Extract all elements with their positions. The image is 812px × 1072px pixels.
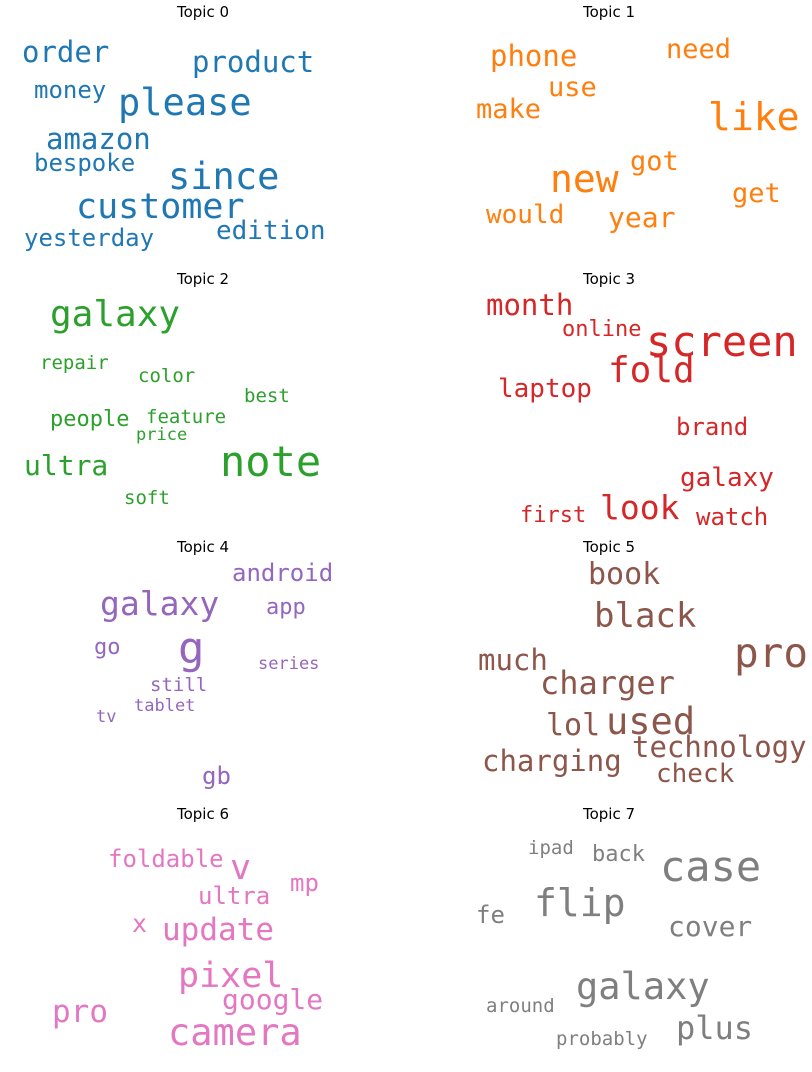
- cloud-word: money: [34, 76, 107, 104]
- cloud-word: price: [136, 425, 188, 445]
- topic-panel-2: Topic 2 galaxy repair color best feature peopl…: [0, 267, 406, 534]
- cloud-word: go: [94, 635, 121, 660]
- cloud-word: galaxy: [576, 965, 710, 1008]
- topic-title: Topic 7: [582, 805, 636, 823]
- cloud-word: camera: [168, 1011, 302, 1054]
- cloud-word: app: [266, 595, 306, 620]
- cloud-word: new: [550, 157, 619, 201]
- cloud-word: people: [50, 407, 130, 432]
- cloud-word: feature: [146, 406, 227, 428]
- cloud-word: plus: [676, 1009, 754, 1047]
- cloud-word: edition: [216, 216, 326, 246]
- cloud-word: since: [168, 155, 280, 198]
- cloud-word: screen: [646, 317, 798, 366]
- cloud-word: g: [178, 623, 205, 674]
- cloud-word: color: [138, 365, 196, 387]
- cloud-word: google: [222, 983, 324, 1016]
- cloud-word: x: [132, 909, 148, 938]
- cloud-word: black: [594, 596, 697, 636]
- topic-title: Topic 3: [582, 270, 636, 288]
- cloud-word: customer: [76, 187, 245, 227]
- cloud-word: order: [22, 35, 110, 69]
- topic-panel-3: Topic 3 month online screen fold laptop brand g…: [406, 267, 812, 534]
- cloud-word: tablet: [134, 696, 196, 716]
- cloud-word: still: [150, 674, 208, 696]
- cloud-word: note: [220, 437, 322, 486]
- cloud-word: brand: [676, 413, 749, 441]
- cloud-word: need: [666, 34, 732, 65]
- cloud-word: laptop: [498, 374, 592, 404]
- cloud-word: pro: [52, 994, 108, 1030]
- cloud-word: best: [244, 385, 290, 407]
- cloud-word: fold: [608, 350, 695, 391]
- topic-title: Topic 5: [582, 538, 636, 556]
- topic-panel-0: Topic 0 order product money please amazon besp…: [0, 0, 406, 267]
- cloud-word: galaxy: [50, 294, 181, 335]
- cloud-word: watch: [696, 503, 769, 531]
- topic-title: Topic 0: [176, 3, 230, 21]
- cloud-word: back: [592, 842, 645, 867]
- cloud-word: lol: [546, 708, 601, 743]
- cloud-word: cover: [668, 910, 753, 943]
- cloud-word: year: [608, 201, 676, 234]
- cloud-word: galaxy: [680, 463, 774, 493]
- cloud-word: repair: [40, 352, 109, 374]
- cloud-word: soft: [124, 487, 170, 509]
- cloud-word: amazon: [46, 122, 151, 156]
- cloud-word: make: [476, 94, 542, 125]
- topic-title: Topic 1: [582, 3, 636, 21]
- cloud-word: charger: [540, 664, 675, 702]
- topic-panel-4: Topic 4 android galaxy app g go series still tab…: [0, 535, 406, 802]
- topic-panel-7: Topic 7 ipad back case fe flip cover galaxy arou…: [406, 802, 812, 1069]
- cloud-word: bespoke: [34, 149, 136, 177]
- cloud-word: v: [230, 848, 252, 888]
- cloud-word: please: [118, 81, 252, 124]
- cloud-word: first: [520, 503, 587, 528]
- topic-title: Topic 6: [176, 805, 230, 823]
- cloud-word: used: [606, 700, 696, 743]
- topic-title: Topic 4: [176, 538, 230, 556]
- cloud-word: pixel: [178, 956, 284, 996]
- cloud-word: android: [232, 559, 334, 587]
- cloud-word: much: [478, 643, 548, 677]
- cloud-word: would: [486, 200, 565, 230]
- cloud-word: around: [486, 995, 555, 1017]
- cloud-word: charging: [482, 744, 622, 778]
- cloud-word: yesterday: [24, 224, 155, 252]
- cloud-word: pro: [734, 629, 809, 677]
- cloud-word: ultra: [198, 882, 271, 910]
- cloud-word: get: [732, 178, 781, 209]
- cloud-word: book: [588, 557, 661, 592]
- cloud-word: phone: [490, 39, 578, 73]
- topic-panel-5: Topic 5 book black pro much charger used lol tec…: [406, 535, 812, 802]
- cloud-word: use: [548, 72, 597, 103]
- cloud-word: probably: [556, 1028, 648, 1050]
- cloud-word: galaxy: [100, 584, 220, 623]
- cloud-word: month: [486, 288, 574, 322]
- cloud-word: fe: [476, 901, 505, 929]
- cloud-word: ipad: [528, 837, 574, 859]
- cloud-word: ultra: [24, 449, 109, 482]
- topic-title: Topic 2: [176, 270, 230, 288]
- cloud-word: gb: [202, 762, 231, 790]
- cloud-word: foldable: [108, 845, 224, 873]
- cloud-word: case: [660, 842, 762, 891]
- cloud-word: tv: [96, 707, 117, 727]
- cloud-word: product: [192, 45, 315, 79]
- cloud-word: update: [162, 912, 274, 948]
- cloud-word: online: [562, 317, 642, 342]
- topic-panel-1: Topic 1 phone need use make like got new get woul…: [406, 0, 812, 267]
- cloud-word: series: [258, 654, 320, 674]
- cloud-word: technology: [632, 730, 807, 764]
- cloud-word: like: [708, 95, 800, 139]
- topic-panel-6: Topic 6 foldable v mp ultra x update pixel googl…: [0, 802, 406, 1069]
- cloud-word: got: [630, 146, 679, 177]
- cloud-word: flip: [534, 881, 626, 925]
- cloud-word: look: [600, 488, 680, 527]
- cloud-word: check: [656, 759, 735, 789]
- cloud-word: mp: [290, 869, 319, 897]
